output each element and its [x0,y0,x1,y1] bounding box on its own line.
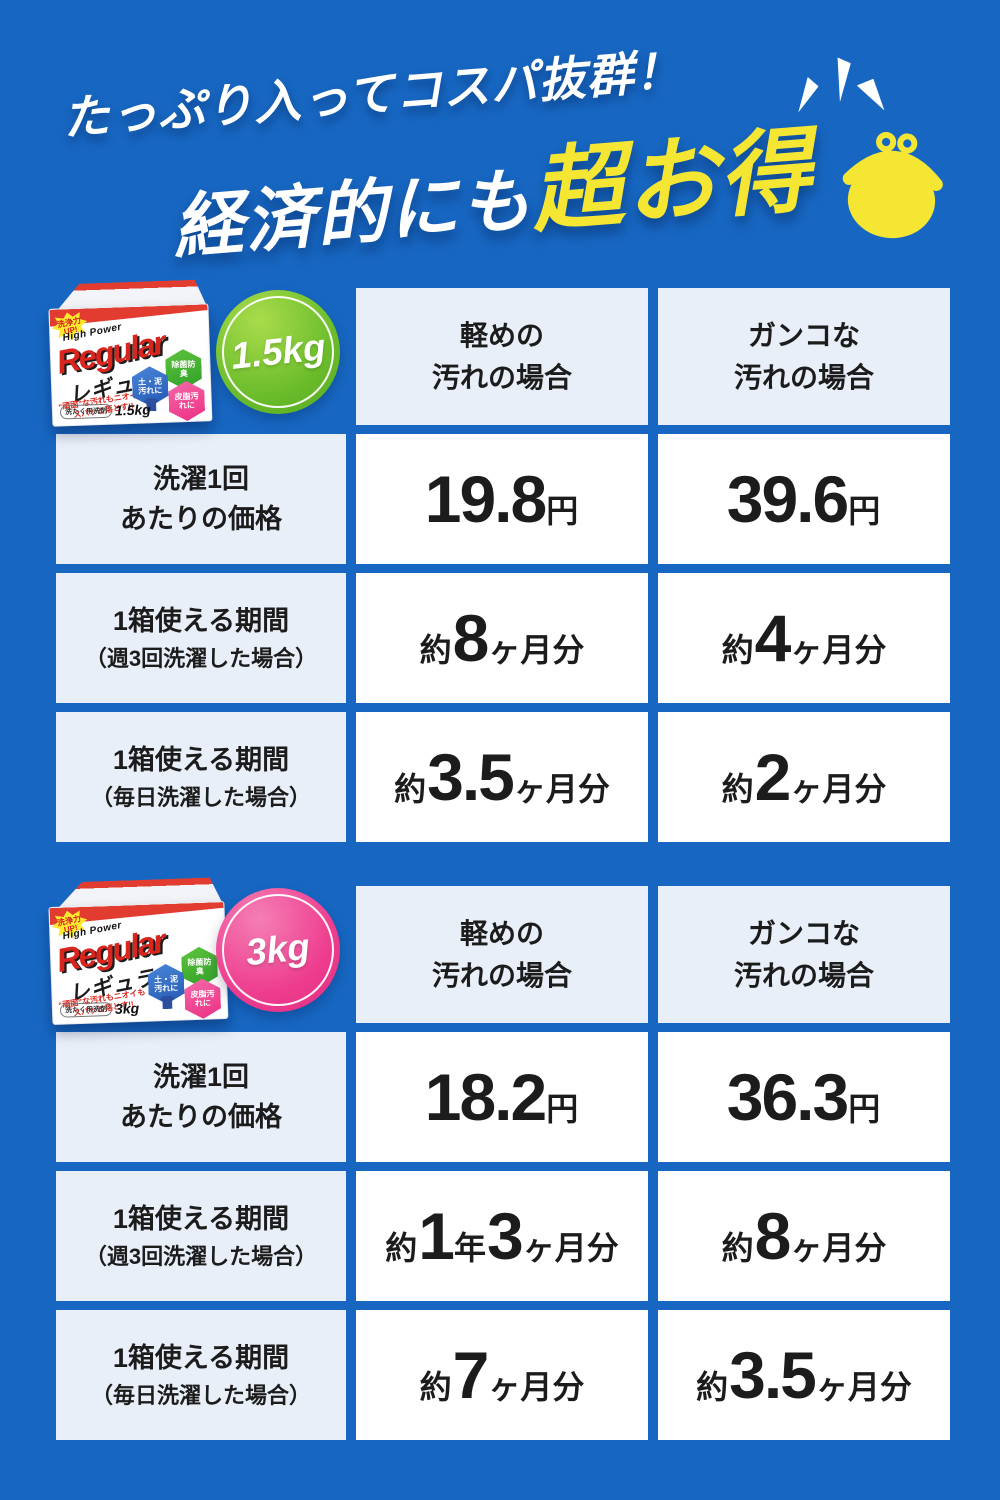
value-cell: 約 4 ヶ月分 [658,573,950,703]
comparison-table-1-5kg: 洗浄力UP! High Power Regular レギュラー “頑固”な汚れも… [48,288,950,842]
comparison-table-3kg: 洗浄力UP! High Power Regular レギュラー “頑固”な汚れも… [48,886,950,1440]
value-cell: 19.8 円 [356,434,648,564]
column-header-heavy-soil: ガンコな 汚れの場合 [658,886,950,1023]
header-line2-white: 経済的にも [170,160,536,267]
value-cell: 約 8 ヶ月分 [356,573,648,703]
box-weight-label: 1.5kg [114,401,152,419]
value-cell: 39.6 円 [658,434,950,564]
category-pill: 洗たく用洗剤 [59,403,113,420]
product-area-3kg: 洗浄力UP! High Power Regular レギュラー “頑固”な汚れも… [48,886,346,1026]
row-label-duration-3x-week: 1箱使える期間 （週3回洗濯した場合） [56,1171,346,1301]
column-header-light-soil: 軽めの 汚れの場合 [356,886,648,1023]
row-label-duration-daily: 1箱使える期間 （毎日洗濯した場合） [56,1310,346,1440]
category-pill: 洗たく用洗剤 [59,1001,113,1018]
value-cell: 約 2 ヶ月分 [658,712,950,842]
row-label-price: 洗濯1回 あたりの価格 [56,434,346,564]
product-box-3kg: 洗浄力UP! High Power Regular レギュラー “頑固”な汚れも… [48,877,229,1026]
value-cell: 36.3 円 [658,1032,950,1162]
product-area-1-5kg: 洗浄力UP! High Power Regular レギュラー “頑固”な汚れも… [48,288,346,427]
value-cell: 約 3.5 ヶ月分 [658,1310,950,1440]
emphasis-lines-icon [794,56,904,130]
value-cell: 約 1 年 3 ヶ月分 [356,1171,648,1301]
shirt-icon [160,996,175,1010]
hex-badge-sebum: 皮脂汚れに [184,978,221,1019]
coin-purse-icon [842,131,943,239]
header-line2-yellow: 超お得 [527,119,817,244]
value-cell: 約 8 ヶ月分 [658,1171,950,1301]
row-label-duration-daily: 1箱使える期間 （毎日洗濯した場合） [56,712,346,842]
size-badge-1-5kg: 1.5kg [216,290,340,414]
size-badge-3kg: 3kg [216,888,340,1012]
row-label-price: 洗濯1回 あたりの価格 [56,1032,346,1162]
product-box-1-5kg: 洗浄力UP! High Power Regular レギュラー “頑固”な汚れも… [48,279,213,427]
value-cell: 約 7 ヶ月分 [356,1310,648,1440]
value-cell: 18.2 円 [356,1032,648,1162]
column-header-light-soil: 軽めの 汚れの場合 [356,288,648,425]
column-header-heavy-soil: ガンコな 汚れの場合 [658,288,950,425]
value-cell: 約 3.5 ヶ月分 [356,712,648,842]
row-label-duration-3x-week: 1箱使える期間 （週3回洗濯した場合） [56,573,346,703]
box-weight-label: 3kg [114,1000,140,1017]
